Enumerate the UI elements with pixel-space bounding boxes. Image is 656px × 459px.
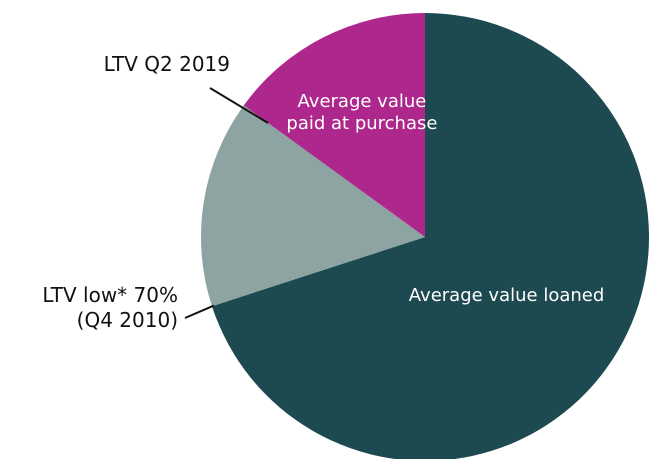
pie-slice [201, 105, 425, 307]
leader-line [184, 304, 215, 319]
annotation: LTV Q2 2019 [40, 52, 230, 77]
slice-label: Average value paid at purchase [286, 91, 438, 135]
annotation-line: (Q4 2010) [76, 308, 178, 332]
annotation-line: LTV low* 70% [42, 283, 178, 307]
pie-slice [211, 13, 649, 459]
pie-slice [243, 13, 425, 237]
annotation-line: LTV Q2 2019 [103, 52, 230, 76]
annotation: LTV low* 70% (Q4 2010) [0, 283, 178, 333]
leader-line [209, 87, 269, 124]
slice-label: Average value loaned [408, 285, 605, 307]
